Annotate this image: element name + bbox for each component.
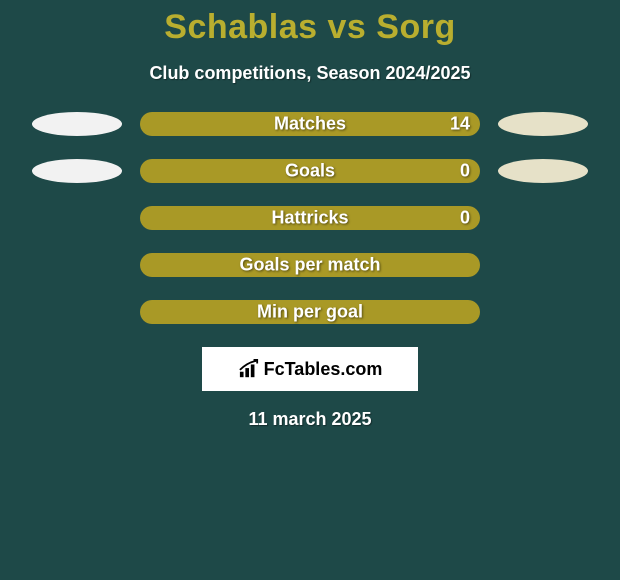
- stat-bar: Matches 14: [140, 112, 480, 136]
- stat-value: 0: [460, 208, 470, 229]
- stat-row: Min per goal: [0, 300, 620, 324]
- stat-row: Goals 0: [0, 159, 620, 183]
- right-marker: [498, 159, 588, 183]
- footer-date: 11 march 2025: [0, 409, 620, 430]
- stat-value: 0: [460, 161, 470, 182]
- stat-row: Goals per match: [0, 253, 620, 277]
- bar-chart-icon: [238, 359, 260, 379]
- stat-bar: Min per goal: [140, 300, 480, 324]
- stat-bar: Goals per match: [140, 253, 480, 277]
- stat-row: Matches 14: [0, 112, 620, 136]
- right-marker: [498, 112, 588, 136]
- brand-text: FcTables.com: [264, 359, 383, 380]
- stat-value: 14: [450, 114, 470, 135]
- stat-label: Min per goal: [257, 302, 363, 323]
- stat-row: Hattricks 0: [0, 206, 620, 230]
- brand-box: FcTables.com: [202, 347, 418, 391]
- stat-rows: Matches 14 Goals 0 Hattricks 0 Goals per match…: [0, 112, 620, 324]
- stat-label: Matches: [274, 114, 346, 135]
- stat-bar: Hattricks 0: [140, 206, 480, 230]
- stat-label: Hattricks: [271, 208, 348, 229]
- left-marker: [32, 159, 122, 183]
- page-subtitle: Club competitions, Season 2024/2025: [0, 63, 620, 84]
- stat-bar: Goals 0: [140, 159, 480, 183]
- page-title: Schablas vs Sorg: [0, 0, 620, 47]
- left-marker: [32, 112, 122, 136]
- stat-label: Goals: [285, 161, 335, 182]
- stat-label: Goals per match: [239, 255, 380, 276]
